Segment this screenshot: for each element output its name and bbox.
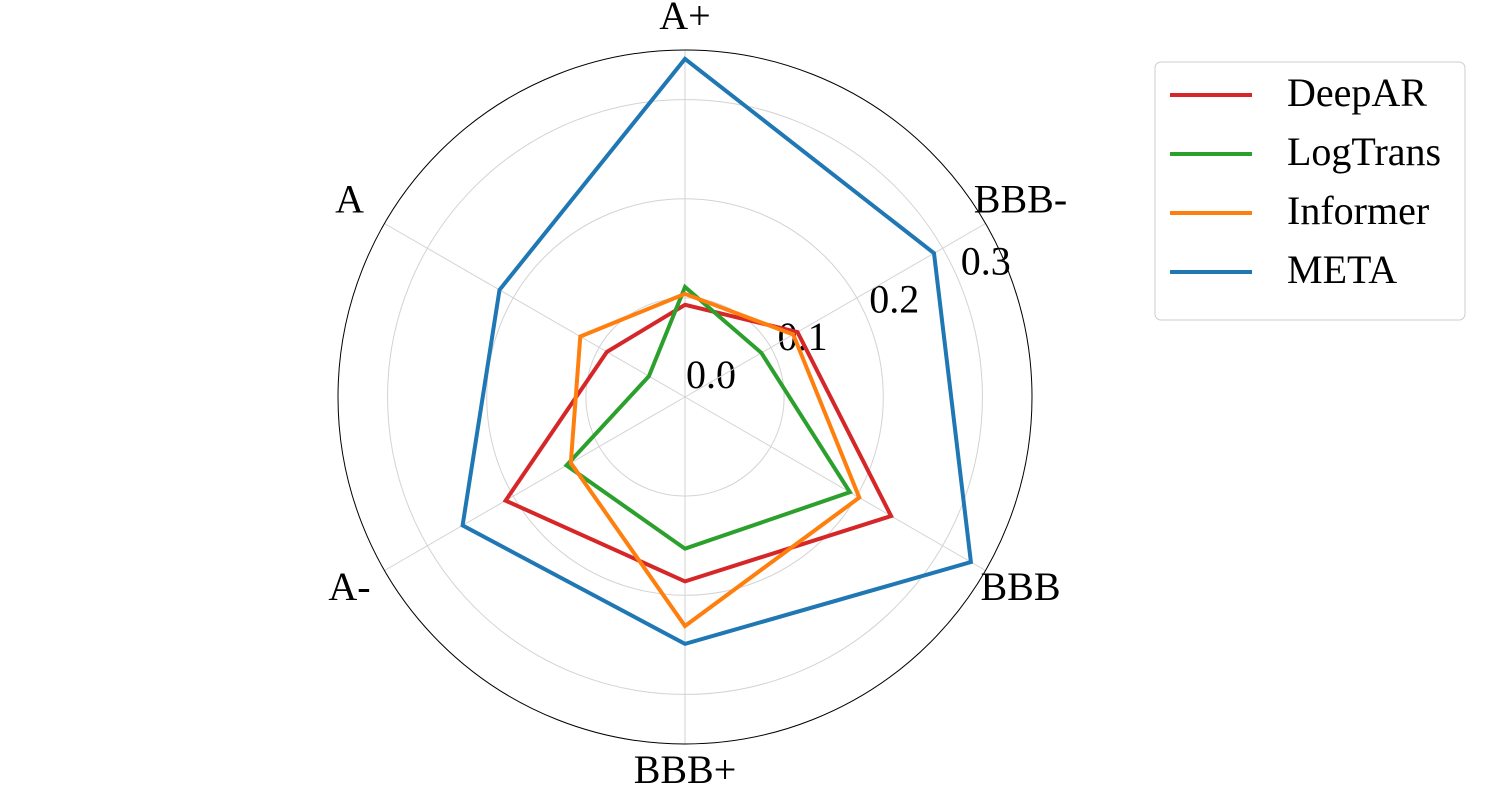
series-line — [502, 302, 894, 584]
legend-label: META — [1287, 247, 1397, 292]
series-line — [563, 283, 853, 551]
series-line — [460, 56, 974, 647]
spoke — [384, 223, 686, 398]
category-label: A — [335, 176, 364, 221]
r-tick-label: 0.2 — [869, 276, 919, 321]
r-tick-label: 0.0 — [686, 352, 736, 397]
category-label: BBB — [980, 564, 1060, 609]
category-label: BBB+ — [634, 747, 737, 792]
category-label: A- — [328, 564, 370, 609]
series-line — [568, 291, 862, 629]
legend-label: LogTrans — [1287, 129, 1441, 174]
legend-label: Informer — [1287, 188, 1429, 233]
spoke — [384, 396, 686, 571]
r-tick-label: 0.1 — [778, 314, 828, 359]
r-tick-label: 0.3 — [961, 238, 1011, 283]
category-label: BBB- — [974, 176, 1067, 221]
category-label: A+ — [659, 0, 710, 38]
outer-circle — [337, 49, 1033, 745]
spoke — [684, 396, 986, 571]
legend-box — [1154, 61, 1466, 321]
legend-label: DeepAR — [1287, 70, 1427, 115]
